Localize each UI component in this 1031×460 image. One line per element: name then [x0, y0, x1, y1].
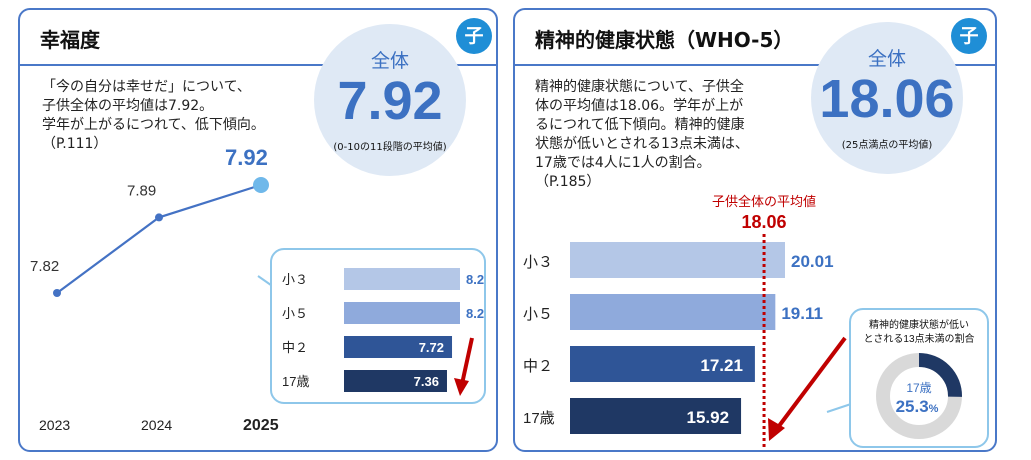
overall-average-circle: 全体 7.92 (0-10の11段階の平均値): [314, 24, 466, 176]
overall-value: 7.92: [337, 71, 443, 131]
value-label: 7.72: [419, 340, 444, 355]
description-line: 学年が上がるにつれて、低下傾向。: [42, 117, 265, 133]
data-point: [53, 289, 61, 297]
value-label: 8.29: [466, 306, 484, 321]
title-divider: [20, 64, 496, 66]
panel-title: 幸福度: [40, 28, 100, 52]
value-label: 7.36: [414, 374, 439, 389]
category-label: 中２: [523, 358, 553, 375]
panel-title: 精神的健康状態（WHO-5）: [535, 28, 794, 52]
happiness-panel: 幸福度 全体 7.92 (0-10の11段階の平均値) 子 「今の自分は幸せだ」…: [18, 8, 498, 452]
value-label: 20.01: [791, 252, 834, 271]
who5-by-grade-bar-chart: 小３ 20.01 小５ 19.11 中２ 17.21 17歳 15.92 子供全体の平均値 18.…: [523, 194, 852, 450]
callout-connector: [826, 403, 852, 413]
grade-breakdown-callout: 小３ 8.29 小５ 8.29 中２ 7.72 17歳 7.36: [270, 248, 486, 404]
data-point: [253, 177, 269, 193]
bar: [570, 294, 776, 330]
x-tick-label: 2025: [243, 417, 279, 434]
category-label: 中２: [282, 340, 308, 355]
description: 精神的健康状態について、子供全 体の平均値は18.06。学年が上が るにつれて低…: [535, 78, 749, 192]
x-tick-label: 2023: [39, 417, 70, 433]
description-line: 子供全体の平均値は7.92。: [42, 98, 214, 114]
average-value: 18.06: [742, 212, 787, 232]
overall-average-circle: 全体 18.06 (25点満点の平均値): [811, 22, 963, 174]
average-label: 子供全体の平均値: [712, 194, 816, 209]
trend-arrow-head: [768, 418, 785, 441]
donut-title: 精神的健康状態が低い: [869, 318, 969, 331]
bar: [344, 302, 460, 324]
donut-callout: 精神的健康状態が低い とされる13点未満の割合 17歳 25.3%: [849, 308, 989, 448]
bar: [344, 268, 460, 290]
description-line: 状態が低いとされる13点未満は、: [535, 136, 749, 152]
overall-label: 全体: [867, 48, 906, 70]
category-label: 小３: [523, 254, 553, 271]
donut-center-label: 17歳: [906, 381, 931, 395]
title-divider: [515, 64, 995, 66]
description-line: 17歳では4人に1人の割合。: [535, 155, 711, 171]
data-label: 7.82: [30, 258, 59, 275]
donut-center-value: 25.3%: [896, 397, 939, 416]
x-tick-label: 2024: [141, 417, 172, 433]
value-label: 15.92: [687, 408, 730, 427]
bar: [344, 336, 453, 358]
happiness-trend-line-chart: 7.82 2023 7.89 2024 7.92 2025: [30, 145, 279, 434]
category-label: 17歳: [282, 374, 309, 389]
category-label: 小５: [282, 306, 308, 321]
donut-title: とされる13点未満の割合: [863, 332, 974, 345]
donut-highlight-segment: [876, 353, 962, 439]
data-label: 7.89: [127, 182, 156, 199]
child-badge: 子: [951, 18, 987, 54]
description: 「今の自分は幸せだ」について、 子供全体の平均値は7.92。 学年が上がるにつれ…: [42, 78, 265, 154]
trend-arrow: [460, 337, 474, 385]
bar: [570, 398, 742, 434]
mental-health-panel: 精神的健康状態（WHO-5） 全体 18.06 (25点満点の平均値) 子 精神…: [513, 8, 997, 452]
happiness-by-grade-bar-chart: 小３ 8.29 小５ 8.29 中２ 7.72 17歳 7.36: [282, 268, 484, 396]
description-line: 「今の自分は幸せだ」について、: [42, 79, 251, 95]
bar: [570, 346, 755, 382]
description-line: 精神的健康状態について、子供全: [535, 79, 744, 95]
trend-arrow: [777, 336, 847, 428]
category-label: 小３: [282, 272, 308, 287]
category-label: 小５: [523, 306, 553, 323]
donut-center-unit: %: [929, 403, 939, 415]
overall-note: (25点満点の平均値): [841, 140, 933, 151]
overall-note: (0-10の11段階の平均値): [333, 142, 447, 153]
description-line: るにつれて低下傾向。精神的健康: [535, 117, 745, 133]
description-line: 体の平均値は18.06。学年が上が: [535, 98, 744, 114]
value-label: 19.11: [781, 304, 823, 323]
data-label: 7.92: [225, 145, 268, 170]
value-label: 17.21: [700, 356, 743, 375]
trend-arrow-head: [454, 378, 469, 396]
data-point: [155, 213, 163, 222]
description-line: （P.111）: [42, 136, 108, 152]
trend-line: [56, 183, 262, 294]
value-label: 8.29: [466, 272, 484, 287]
bar: [570, 242, 785, 278]
overall-value: 18.06: [819, 69, 955, 129]
overall-label: 全体: [370, 50, 409, 72]
description-line: （P.185）: [535, 174, 601, 190]
child-badge: 子: [456, 18, 492, 54]
bar: [344, 370, 447, 392]
category-label: 17歳: [523, 410, 555, 427]
